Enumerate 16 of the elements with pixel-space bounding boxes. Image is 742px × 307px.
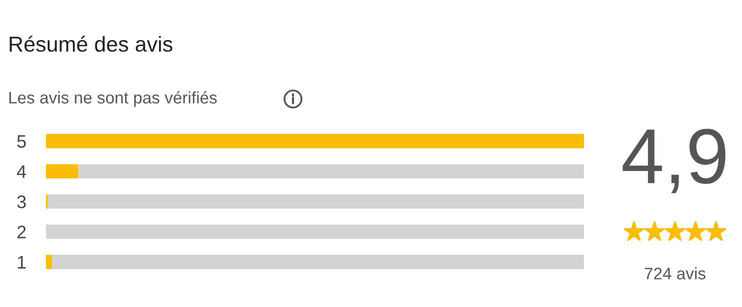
bar (46, 134, 584, 148)
bar (78, 164, 584, 178)
bar (46, 254, 52, 269)
text: 4,9 (622, 128, 726, 194)
y-tick-label: 1 (18, 256, 26, 268)
chart-title: Résumé des avis (10, 36, 172, 52)
bar (46, 164, 78, 178)
chart-subtitle: Les avis ne sont pas vérifiés (9, 91, 217, 107)
y-tick-label: 3 (17, 195, 26, 208)
bar (46, 224, 584, 239)
bar (48, 194, 584, 209)
text: 724 avis (644, 267, 706, 280)
bar (52, 254, 584, 269)
y-tick-label: 4 (16, 165, 26, 178)
y-tick-label: 2 (17, 226, 26, 238)
y-tick-label: 5 (17, 135, 26, 148)
